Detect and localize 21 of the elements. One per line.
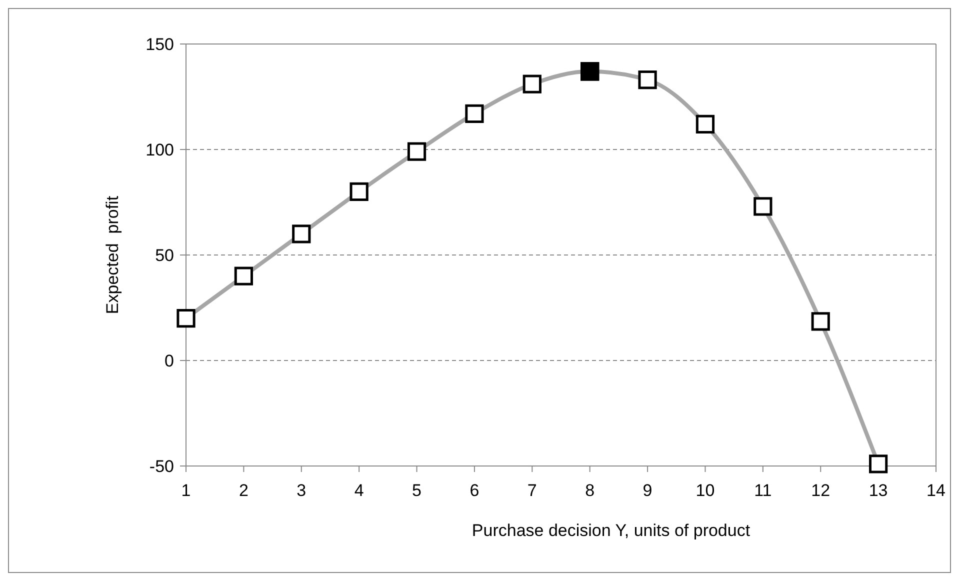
x-tick-label: 4 bbox=[354, 481, 364, 500]
x-tick-label: 2 bbox=[238, 481, 248, 500]
x-tick-label: 10 bbox=[696, 481, 715, 500]
x-tick-label: 11 bbox=[754, 481, 772, 500]
x-tick-label: 3 bbox=[296, 481, 306, 500]
x-axis-title: Purchase decision Y, units of product bbox=[472, 521, 750, 540]
x-tick-label: 1 bbox=[181, 481, 191, 500]
x-tick-label: 8 bbox=[585, 481, 595, 500]
y-tick-label: 50 bbox=[155, 246, 174, 265]
x-tick-label: 6 bbox=[470, 481, 480, 500]
x-tick-label: 7 bbox=[527, 481, 537, 500]
y-tick-label: 150 bbox=[146, 35, 174, 54]
y-tick-label: 100 bbox=[146, 140, 174, 160]
x-tick-label: 5 bbox=[412, 481, 422, 500]
x-tick-label: 13 bbox=[868, 481, 888, 500]
y-tick-label: -50 bbox=[149, 457, 174, 476]
y-axis-title: Expected profit bbox=[103, 196, 122, 314]
y-tick-label: 0 bbox=[164, 352, 174, 370]
x-tick-label: 9 bbox=[642, 481, 652, 500]
x-tick-label: 12 bbox=[811, 481, 830, 500]
x-tick-label: 14 bbox=[926, 481, 946, 500]
